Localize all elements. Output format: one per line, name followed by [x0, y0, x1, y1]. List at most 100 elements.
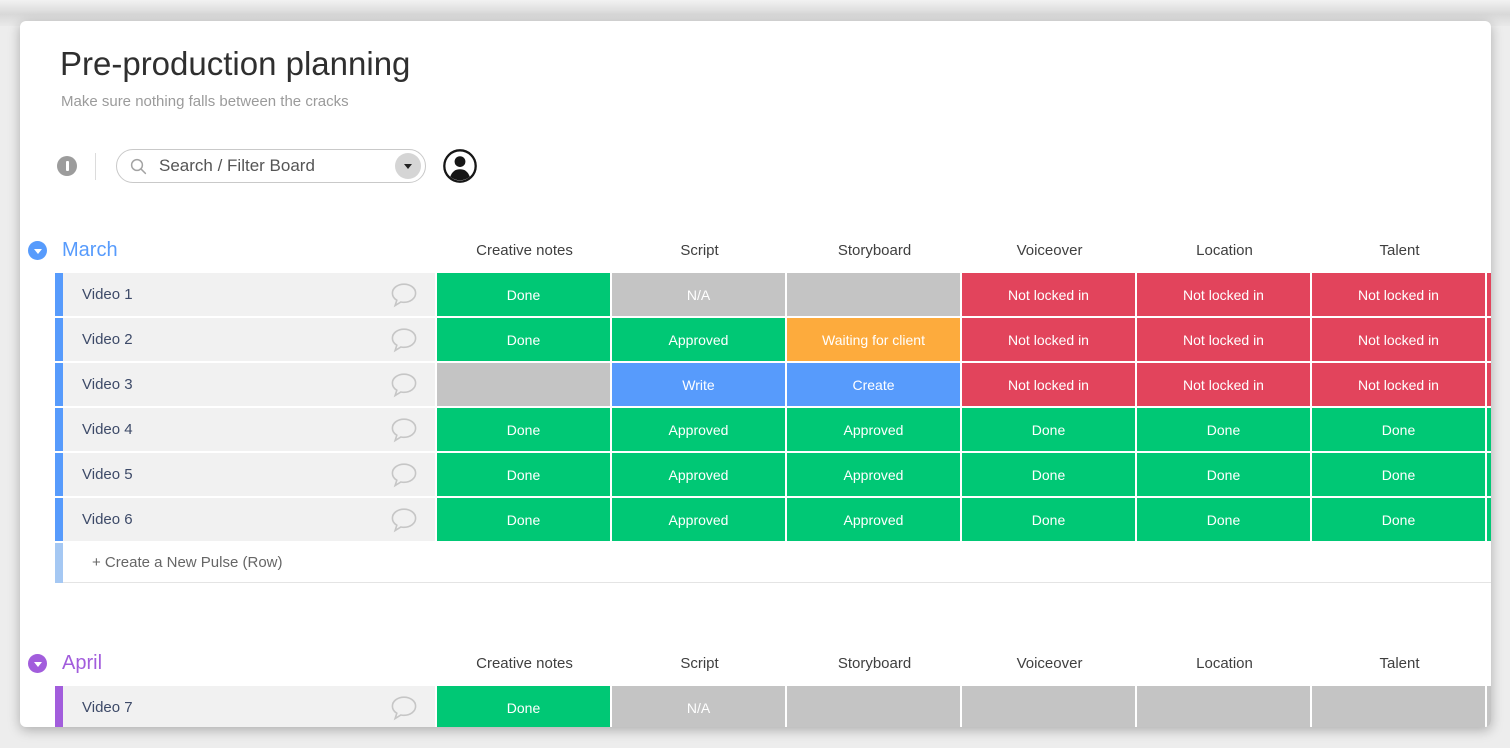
status-cell[interactable]: Not locked in	[962, 363, 1135, 406]
status-cell[interactable]: Not locked in	[1312, 318, 1485, 361]
status-cell[interactable]	[787, 273, 960, 316]
column-header[interactable]: Talent	[1379, 654, 1420, 672]
status-cell[interactable]: Approved	[787, 408, 960, 451]
status-cell[interactable]	[962, 686, 1135, 727]
chat-bubble-icon[interactable]	[390, 282, 418, 308]
row-name: Video 7	[82, 699, 133, 716]
column-header[interactable]: Script	[680, 654, 719, 672]
status-cell[interactable]: Write	[612, 363, 785, 406]
group-collapse-icon[interactable]	[28, 653, 47, 673]
table-row: Video 6 Done Approved Approved Done Done Done	[55, 498, 1491, 541]
status-cell[interactable]: Approved	[787, 453, 960, 496]
status-cell[interactable]: Not locked in	[962, 318, 1135, 361]
status-cell[interactable]: Approved	[612, 408, 785, 451]
status-cell[interactable]: Done	[437, 318, 610, 361]
status-cell[interactable]	[787, 686, 960, 727]
chevron-down-icon	[33, 248, 42, 254]
status-cell[interactable]: Create	[787, 363, 960, 406]
status-cell[interactable]: Not locked in	[962, 273, 1135, 316]
user-avatar-icon[interactable]	[442, 148, 478, 184]
column-header[interactable]: Talent	[1379, 241, 1420, 259]
row-accent	[55, 273, 63, 316]
rows: Video 7 Done N/A	[55, 686, 1491, 727]
status-cell[interactable]: Done	[1137, 453, 1310, 496]
group-section: March Creative notes Script Storyboard Voic…	[20, 235, 1491, 583]
column-header[interactable]: Voiceover	[1016, 241, 1083, 259]
status-cell[interactable]: N/A	[612, 273, 785, 316]
status-cell[interactable]: Approved	[787, 498, 960, 541]
chat-bubble-icon[interactable]	[390, 372, 418, 398]
status-cell[interactable]: Done	[962, 408, 1135, 451]
group-header: March Creative notes Script Storyboard Voic…	[28, 235, 1491, 265]
row-name-cell[interactable]: Video 1	[63, 273, 435, 316]
status-cell[interactable]: Done	[1312, 453, 1485, 496]
add-row-button[interactable]: + Create a New Pulse (Row)	[55, 542, 1491, 583]
chat-bubble-icon[interactable]	[390, 417, 418, 443]
group-collapse-icon[interactable]	[28, 240, 47, 260]
status-cell[interactable]: Done	[437, 273, 610, 316]
status-cell[interactable]: Done	[1312, 408, 1485, 451]
status-cell[interactable]	[1137, 686, 1310, 727]
column-header[interactable]: Location	[1196, 654, 1253, 672]
page-title: Pre-production planning	[60, 45, 411, 82]
search-box[interactable]	[116, 149, 426, 183]
table-row: Video 3 Write Create Not locked in Not lock…	[55, 363, 1491, 406]
status-cell[interactable]: Done	[437, 453, 610, 496]
row-name-cell[interactable]: Video 4	[63, 408, 435, 451]
row-name-cell[interactable]: Video 7	[63, 686, 435, 727]
status-cell[interactable]: Not locked in	[1137, 273, 1310, 316]
overflow-status-cell	[1487, 498, 1491, 541]
row-name-cell[interactable]: Video 2	[63, 318, 435, 361]
status-cell[interactable]: Not locked in	[1137, 318, 1310, 361]
row-accent	[55, 686, 63, 727]
status-cell[interactable]: Not locked in	[1312, 363, 1485, 406]
overflow-status-cell	[1487, 408, 1491, 451]
status-cell[interactable]: Done	[437, 408, 610, 451]
status-cell[interactable]: Not locked in	[1312, 273, 1485, 316]
column-header[interactable]: Storyboard	[837, 654, 912, 672]
status-cell[interactable]: Done	[962, 453, 1135, 496]
row-name-cell[interactable]: Video 5	[63, 453, 435, 496]
chat-bubble-icon[interactable]	[390, 695, 418, 721]
status-cell[interactable]: Done	[437, 498, 610, 541]
column-header[interactable]: Voiceover	[1016, 654, 1083, 672]
column-header[interactable]: Creative notes	[476, 241, 573, 259]
chat-bubble-icon[interactable]	[390, 462, 418, 488]
panel-toggle-icon[interactable]	[57, 156, 77, 176]
overflow-status-cell	[1487, 363, 1491, 406]
row-accent	[55, 453, 63, 496]
row-name: Video 2	[82, 331, 133, 348]
status-cell[interactable]: Approved	[612, 453, 785, 496]
status-cell[interactable]: Done	[1137, 408, 1310, 451]
status-cell[interactable]: Approved	[612, 318, 785, 361]
group-title[interactable]: April	[62, 651, 103, 674]
search-input[interactable]	[157, 155, 395, 177]
column-headers: Creative notes Script Storyboard Voiceover L…	[437, 655, 1487, 672]
status-cell[interactable]	[437, 363, 610, 406]
chat-bubble-icon[interactable]	[390, 507, 418, 533]
status-cell[interactable]	[1312, 686, 1485, 727]
group-title-wrap[interactable]: March	[28, 239, 437, 262]
group-title[interactable]: March	[62, 238, 118, 261]
status-cell[interactable]: Done	[437, 686, 610, 727]
column-header[interactable]: Creative notes	[476, 654, 573, 672]
column-header[interactable]: Storyboard	[837, 241, 912, 259]
chat-bubble-icon[interactable]	[390, 327, 418, 353]
column-header[interactable]: Script	[680, 241, 719, 259]
group-title-wrap[interactable]: April	[28, 652, 437, 675]
add-row-label: + Create a New Pulse (Row)	[92, 554, 283, 571]
row-name-cell[interactable]: Video 6	[63, 498, 435, 541]
status-cell[interactable]: N/A	[612, 686, 785, 727]
row-name-cell[interactable]: Video 3	[63, 363, 435, 406]
status-cell[interactable]: Approved	[612, 498, 785, 541]
search-dropdown-button[interactable]	[395, 153, 421, 179]
status-cell[interactable]: Waiting for client	[787, 318, 960, 361]
status-cell[interactable]: Not locked in	[1137, 363, 1310, 406]
status-cell[interactable]: Done	[962, 498, 1135, 541]
board-card: Pre-production planning Make sure nothin…	[20, 21, 1491, 727]
overflow-status-cell	[1487, 686, 1491, 727]
status-cell[interactable]: Done	[1312, 498, 1485, 541]
status-cell[interactable]: Done	[1137, 498, 1310, 541]
column-header[interactable]: Location	[1196, 241, 1253, 259]
overflow-status-cell	[1487, 453, 1491, 496]
